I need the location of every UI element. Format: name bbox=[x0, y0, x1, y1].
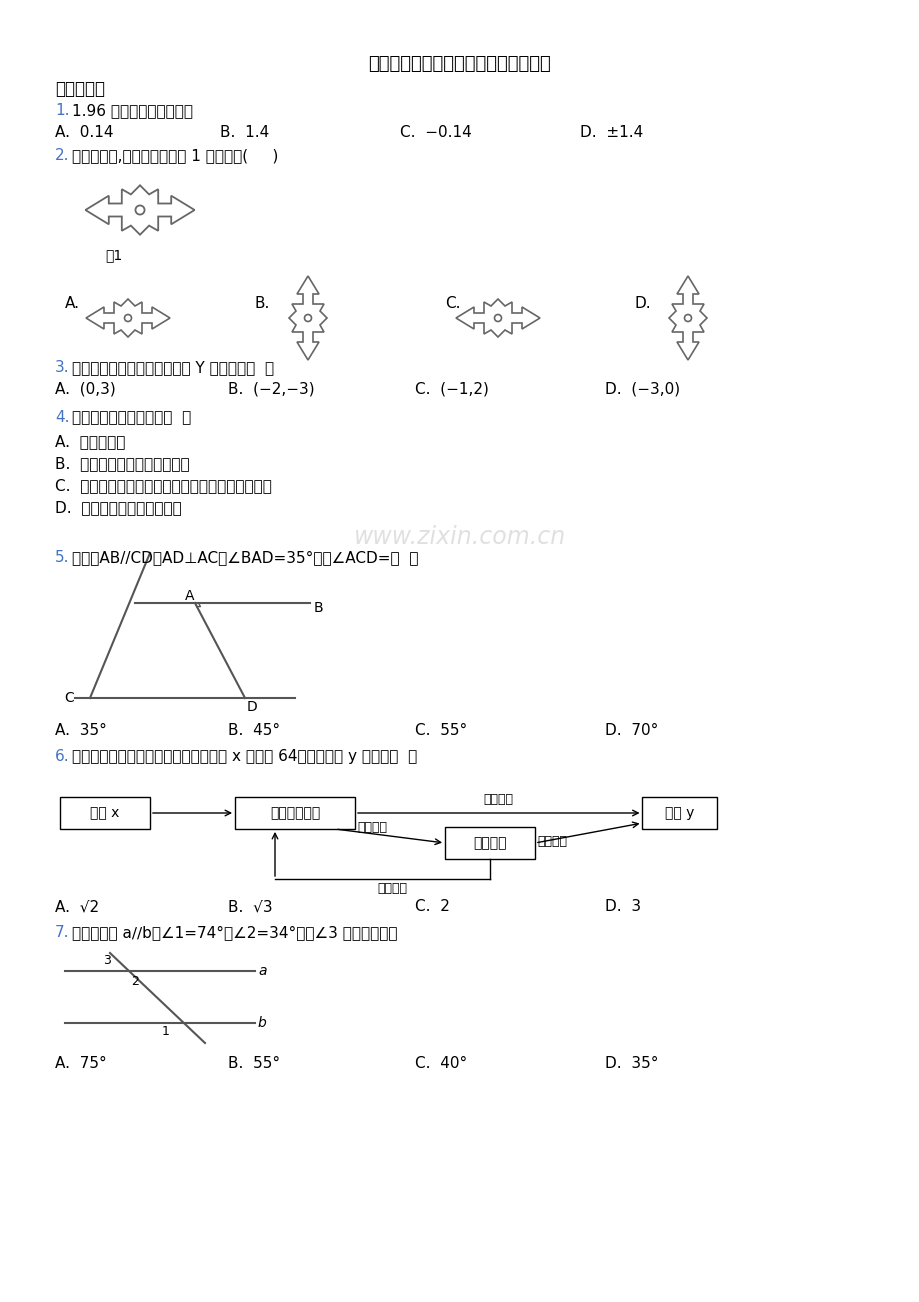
Text: 4.: 4. bbox=[55, 410, 70, 424]
Text: B.  两直线平行，同旁内角相等: B. 两直线平行，同旁内角相等 bbox=[55, 456, 189, 471]
Text: C: C bbox=[64, 691, 74, 704]
Text: A.  √2: A. √2 bbox=[55, 898, 99, 914]
Text: 7.: 7. bbox=[55, 924, 70, 940]
FancyBboxPatch shape bbox=[234, 797, 355, 829]
Text: www.zixin.com.cn: www.zixin.com.cn bbox=[354, 525, 565, 549]
Text: 是有理数: 是有理数 bbox=[357, 822, 387, 835]
Text: 2: 2 bbox=[130, 975, 139, 988]
Text: D: D bbox=[246, 700, 257, 713]
Text: a: a bbox=[257, 963, 267, 978]
Text: 坐标平面内的下列各点中，在 Y 轴上的是（  ）: 坐标平面内的下列各点中，在 Y 轴上的是（ ） bbox=[72, 359, 274, 375]
Text: D.  ±1.4: D. ±1.4 bbox=[579, 125, 642, 141]
Text: B: B bbox=[313, 602, 323, 615]
Text: A.  0.14: A. 0.14 bbox=[55, 125, 113, 141]
Text: A.  75°: A. 75° bbox=[55, 1056, 107, 1072]
Text: 输出 y: 输出 y bbox=[664, 806, 694, 820]
Text: D.  同位角相等，两直线平行: D. 同位角相等，两直线平行 bbox=[55, 500, 182, 516]
Text: b: b bbox=[257, 1016, 267, 1030]
Text: 取算术平方根: 取算术平方根 bbox=[269, 806, 320, 820]
Text: 3: 3 bbox=[103, 954, 111, 967]
FancyBboxPatch shape bbox=[60, 797, 150, 829]
Text: D.  3: D. 3 bbox=[605, 898, 641, 914]
Text: B.  55°: B. 55° bbox=[228, 1056, 279, 1072]
Text: B.  45°: B. 45° bbox=[228, 723, 279, 738]
Text: 按如图所示的程序计算，若开始输入的 x 的值是 64，则输出的 y 的值是（  ）: 按如图所示的程序计算，若开始输入的 x 的值是 64，则输出的 y 的值是（ ） bbox=[72, 749, 417, 764]
Text: A.: A. bbox=[65, 296, 80, 311]
Text: D.  35°: D. 35° bbox=[605, 1056, 658, 1072]
Text: C.  40°: C. 40° bbox=[414, 1056, 467, 1072]
Text: 如图，AB//CD，AD⊥AC，∠BAD=35°，则∠ACD=（  ）: 如图，AB//CD，AD⊥AC，∠BAD=35°，则∠ACD=（ ） bbox=[72, 549, 418, 565]
Text: 图1: 图1 bbox=[105, 247, 122, 262]
Text: C.  −0.14: C. −0.14 bbox=[400, 125, 471, 141]
Text: 6.: 6. bbox=[55, 749, 70, 764]
Text: 下列图形中,哪个可以通过图 1 平移得到(     ): 下列图形中,哪个可以通过图 1 平移得到( ) bbox=[72, 148, 278, 163]
Text: 输入 x: 输入 x bbox=[90, 806, 119, 820]
Text: 1: 1 bbox=[162, 1025, 170, 1038]
Text: A.  (0,3): A. (0,3) bbox=[55, 381, 116, 397]
Text: C.  (−1,2): C. (−1,2) bbox=[414, 381, 488, 397]
Text: A: A bbox=[185, 589, 195, 603]
Text: B.: B. bbox=[255, 296, 270, 311]
Text: C.: C. bbox=[445, 296, 460, 311]
Text: B.  (−2,−3): B. (−2,−3) bbox=[228, 381, 314, 397]
Text: 5.: 5. bbox=[55, 549, 70, 565]
Text: C.  过直线外一点有且只有一条直线与已知直线平行: C. 过直线外一点有且只有一条直线与已知直线平行 bbox=[55, 478, 272, 493]
Text: B.  1.4: B. 1.4 bbox=[220, 125, 269, 141]
Text: 一、选择题: 一、选择题 bbox=[55, 79, 105, 98]
Text: 2.: 2. bbox=[55, 148, 70, 163]
Text: D.  70°: D. 70° bbox=[605, 723, 658, 738]
Text: 是无理数: 是无理数 bbox=[483, 793, 513, 806]
Text: 是有理数: 是有理数 bbox=[377, 881, 407, 894]
FancyBboxPatch shape bbox=[641, 797, 717, 829]
Text: 取立方根: 取立方根 bbox=[472, 836, 506, 850]
Text: 3.: 3. bbox=[55, 359, 70, 375]
Text: A.  35°: A. 35° bbox=[55, 723, 107, 738]
FancyBboxPatch shape bbox=[445, 827, 535, 859]
Text: 人教版七年级下册数学期中测试题完整: 人教版七年级下册数学期中测试题完整 bbox=[369, 55, 550, 73]
Text: B.  √3: B. √3 bbox=[228, 898, 272, 914]
Text: A.  对顶角相等: A. 对顶角相等 bbox=[55, 434, 125, 449]
Text: C.  55°: C. 55° bbox=[414, 723, 467, 738]
Text: 1.96 的算术平方根是（）: 1.96 的算术平方根是（） bbox=[72, 103, 193, 118]
Text: 是无理数: 是无理数 bbox=[537, 835, 566, 848]
Text: D.  (−3,0): D. (−3,0) bbox=[605, 381, 679, 397]
Text: 如图，直线 a∕∕b，∠1=74°，∠2=34°，则∠3 的度数是（）: 如图，直线 a∕∕b，∠1=74°，∠2=34°，则∠3 的度数是（） bbox=[72, 924, 397, 940]
Text: 1.: 1. bbox=[55, 103, 70, 118]
Text: C.  2: C. 2 bbox=[414, 898, 449, 914]
Text: 下列命题是假命题的是（  ）: 下列命题是假命题的是（ ） bbox=[72, 410, 191, 424]
Text: D.: D. bbox=[634, 296, 651, 311]
